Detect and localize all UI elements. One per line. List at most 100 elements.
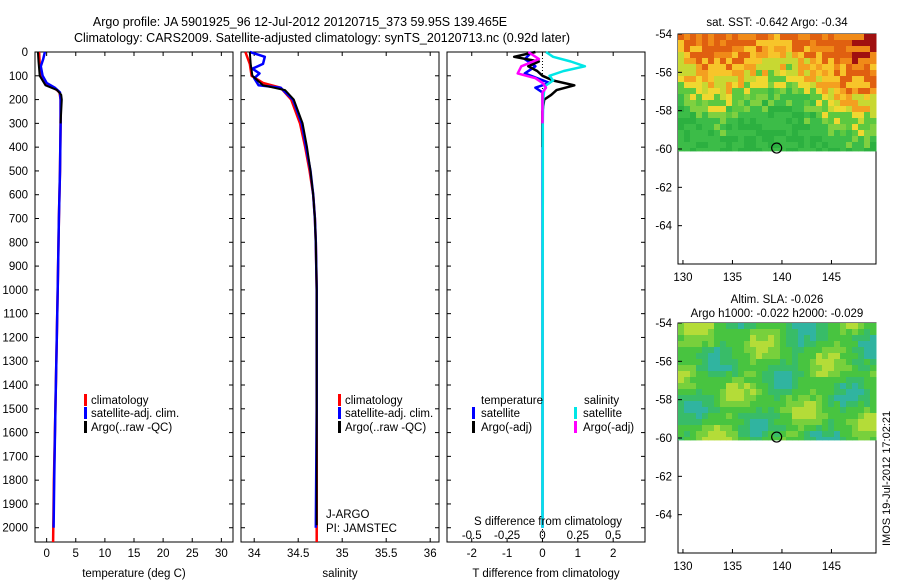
map-cell: [828, 148, 835, 152]
x-tick-label: 0: [43, 548, 49, 560]
map-cell: [720, 329, 727, 336]
map-cell: [678, 353, 685, 360]
map-cell: [732, 341, 739, 348]
legend-t-satellite-label: satellite: [481, 408, 520, 420]
map-cell: [834, 106, 841, 113]
map-cell: [870, 70, 877, 77]
map-cell: [678, 106, 685, 113]
map-cell: [828, 100, 835, 107]
map-cell: [684, 46, 691, 53]
map-cell: [744, 401, 751, 408]
map-cell: [756, 347, 763, 354]
map-cell: [744, 365, 751, 372]
map-cell: [834, 112, 841, 119]
map-cell: [840, 347, 847, 354]
map-cell: [864, 94, 871, 101]
map-cell: [810, 94, 817, 101]
map-cell: [858, 148, 865, 152]
map-cell: [780, 335, 787, 342]
map-cell: [744, 383, 751, 390]
map-cell: [690, 353, 697, 360]
map-cell: [774, 136, 781, 143]
map-cell: [750, 359, 757, 366]
map-cell: [792, 82, 799, 89]
map-cell: [702, 431, 709, 438]
map-cell: [726, 136, 733, 143]
map-cell: [708, 148, 715, 152]
map-cell: [852, 130, 859, 137]
map-cell: [702, 148, 709, 152]
map-cell: [714, 70, 721, 77]
map-cell: [708, 76, 715, 83]
map-cell: [804, 347, 811, 354]
map-cell: [714, 329, 721, 336]
map-cell: [870, 64, 877, 71]
map-cell: [720, 112, 727, 119]
map-cell: [768, 124, 775, 131]
map-cell: [714, 40, 721, 47]
map-cell: [780, 130, 787, 137]
map-cell: [864, 76, 871, 83]
map-cell: [738, 58, 745, 65]
lon-tick-label: 140: [772, 272, 791, 284]
map-cell: [684, 425, 691, 432]
map-cell: [708, 88, 715, 95]
map-cell: [714, 431, 721, 438]
map-cell: [762, 112, 769, 119]
map-cell: [822, 142, 829, 149]
map-cell: [804, 371, 811, 378]
map-cell: [816, 100, 823, 107]
map-cell: [702, 106, 709, 113]
map-cell: [828, 437, 835, 441]
map-cell: [828, 419, 835, 426]
argo-location-marker: [771, 431, 783, 443]
map-cell: [822, 64, 829, 71]
map-cell: [792, 359, 799, 366]
map-cell: [816, 359, 823, 366]
map-cell: [732, 112, 739, 119]
map-cell: [816, 118, 823, 125]
map-cell: [804, 40, 811, 47]
map-cell: [702, 130, 709, 137]
map-cell: [678, 359, 685, 366]
map-cell: [756, 365, 763, 372]
map-cell: [858, 401, 865, 408]
depth-tick-label: 1400: [2, 380, 28, 392]
map-cell: [714, 58, 721, 65]
map-cell: [732, 329, 739, 336]
map-cell: [852, 142, 859, 149]
map-cell: [798, 341, 805, 348]
map-cell: [786, 130, 793, 137]
map-cell: [732, 88, 739, 95]
map-cell: [846, 34, 853, 41]
map-cell: [846, 106, 853, 113]
map-cell: [804, 365, 811, 372]
map-cell: [702, 425, 709, 432]
map-cell: [768, 148, 775, 152]
map-cell: [690, 389, 697, 396]
map-cell: [798, 52, 805, 59]
lon-tick-label: 145: [822, 272, 841, 284]
map-cell: [786, 148, 793, 152]
map-cell: [852, 46, 859, 53]
difference-legend: temperature salinity satellite Argo(-adj…: [472, 395, 634, 434]
map-cell: [684, 419, 691, 426]
map-cell: [786, 359, 793, 366]
map-cell: [798, 88, 805, 95]
map-cell: [774, 112, 781, 119]
map-cell: [732, 76, 739, 83]
map-cell: [702, 419, 709, 426]
map-cell: [816, 365, 823, 372]
map-cell: [738, 401, 745, 408]
map-cell: [702, 335, 709, 342]
map-cell: [732, 46, 739, 53]
map-cell: [852, 365, 859, 372]
map-cell: [726, 34, 733, 41]
map-cell: [792, 329, 799, 336]
map-cell: [714, 371, 721, 378]
map-cell: [786, 40, 793, 47]
map-cell: [732, 124, 739, 131]
s-difference-label: S difference from climatology: [474, 516, 622, 528]
map-cell: [858, 395, 865, 402]
map-cell: [750, 70, 757, 77]
